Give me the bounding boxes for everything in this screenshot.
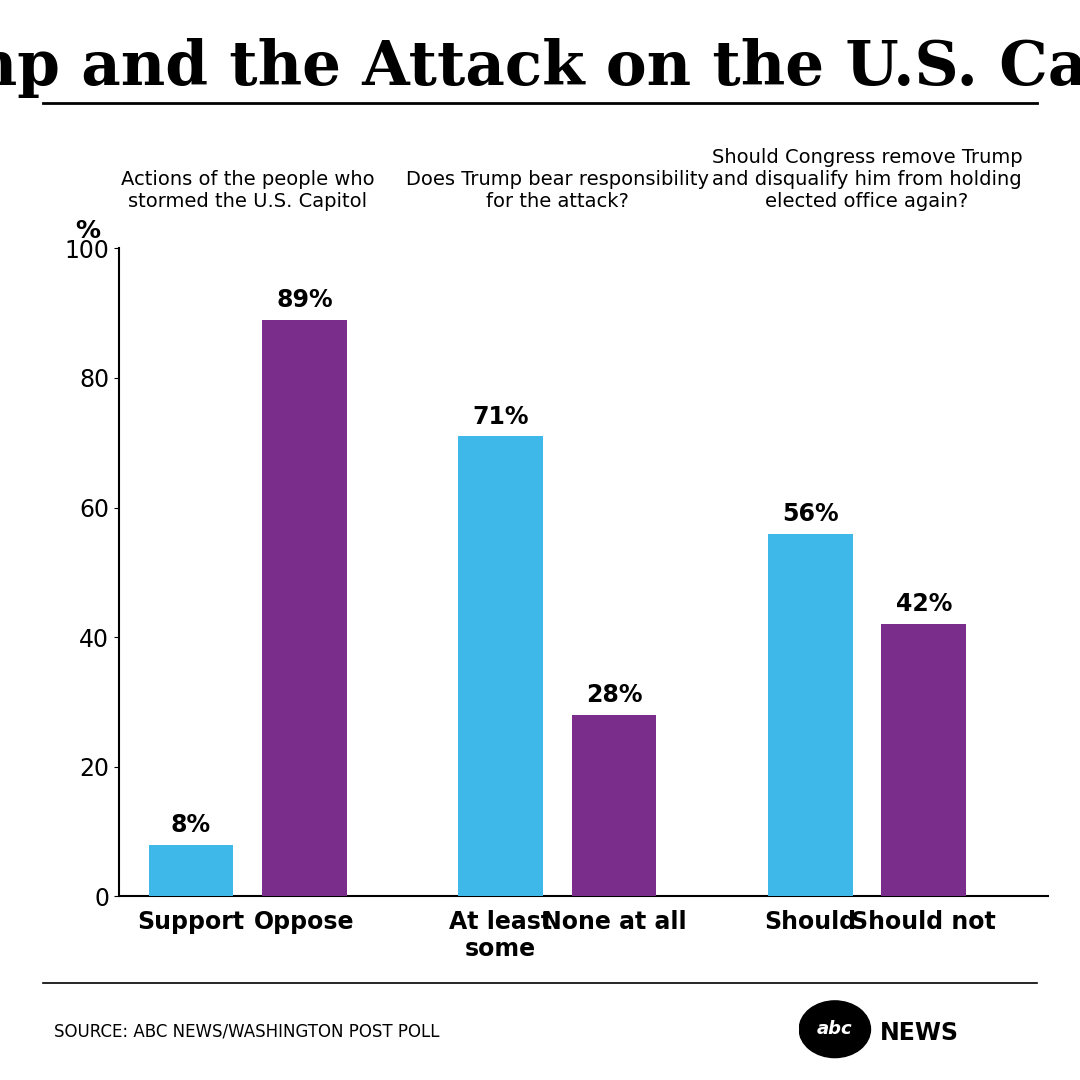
Text: abc: abc — [818, 1021, 852, 1038]
Bar — [458, 436, 543, 896]
Text: Should Congress remove Trump
and disqualify him from holding
elected office agai: Should Congress remove Trump and disqual… — [712, 148, 1023, 211]
Text: 56%: 56% — [782, 502, 838, 526]
Bar — [768, 534, 852, 896]
Text: 89%: 89% — [276, 288, 333, 312]
Circle shape — [799, 1001, 870, 1057]
Text: NEWS: NEWS — [880, 1021, 959, 1045]
Text: SOURCE: ABC NEWS/WASHINGTON POST POLL: SOURCE: ABC NEWS/WASHINGTON POST POLL — [54, 1023, 440, 1040]
Bar — [149, 845, 233, 896]
Text: 28%: 28% — [586, 684, 643, 707]
Text: Does Trump bear responsibility
for the attack?: Does Trump bear responsibility for the a… — [406, 170, 708, 211]
Text: 42%: 42% — [895, 593, 951, 617]
Text: Actions of the people who
stormed the U.S. Capitol: Actions of the people who stormed the U.… — [121, 170, 375, 211]
Bar — [571, 715, 657, 896]
Bar — [881, 624, 967, 896]
Text: Trump and the Attack on the U.S. Capitol: Trump and the Attack on the U.S. Capitol — [0, 38, 1080, 98]
Bar — [262, 320, 347, 896]
Text: 8%: 8% — [171, 813, 211, 837]
Text: %: % — [76, 219, 100, 243]
Text: 71%: 71% — [472, 405, 529, 429]
